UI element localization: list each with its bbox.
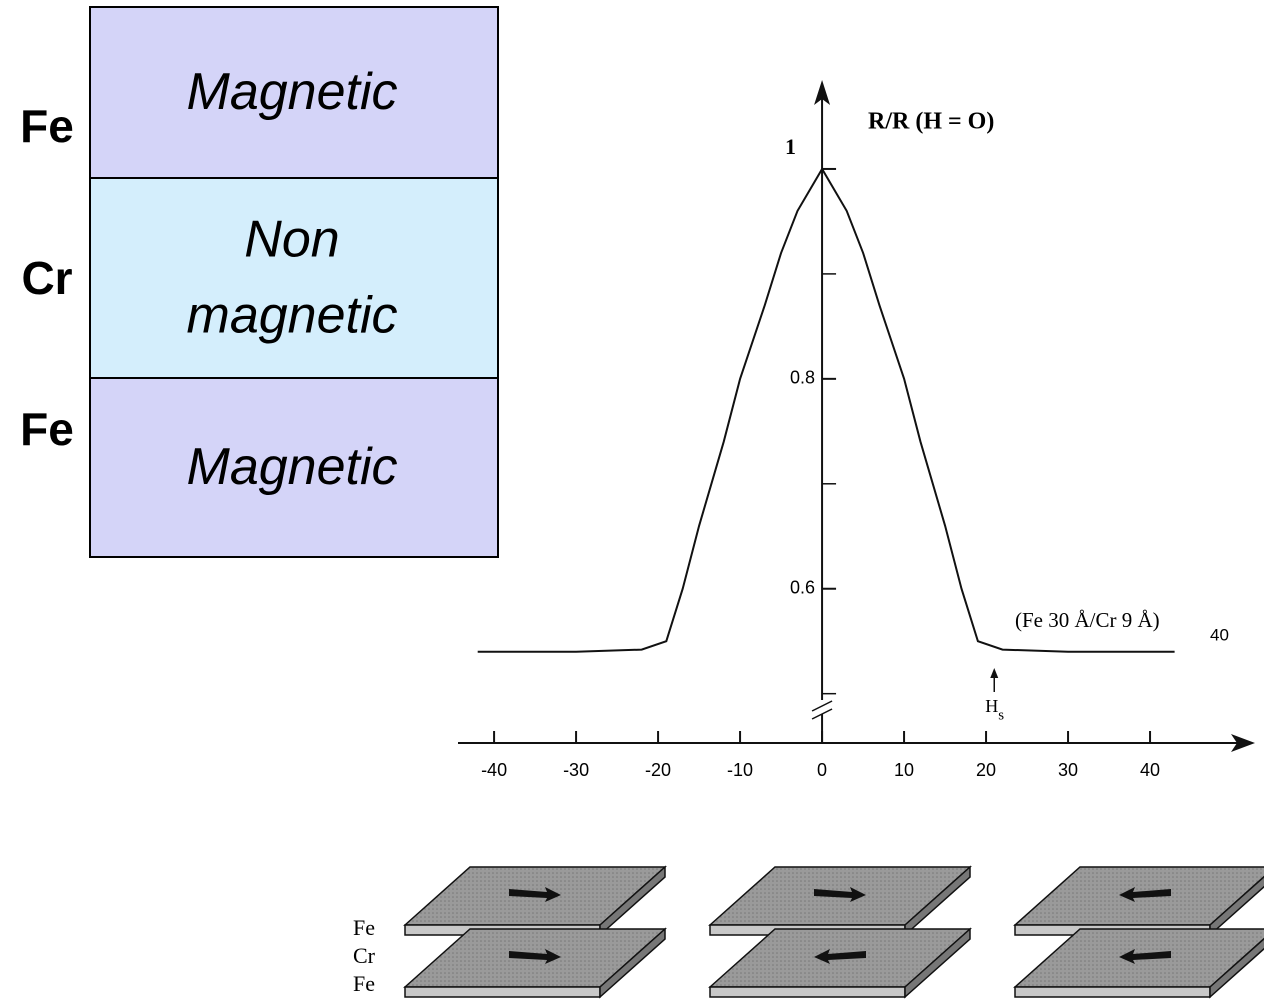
layer-box [90,178,498,378]
x-tick-label: -10 [727,760,753,780]
layer-element: Fe [20,100,74,152]
layer-element: Fe [20,403,74,455]
layer-label: Non [244,211,339,269]
x-tick-label: 10 [894,760,914,780]
y-tick-label: 0.6 [790,577,815,597]
sample-subscript: 40 [1210,625,1229,644]
plate-label: Cr [353,943,376,968]
plate-front [1015,987,1210,997]
layer-label: magnetic [187,287,398,345]
field-label: H [985,696,998,716]
plate-label: Fe [353,915,375,940]
y-tick-label: 1 [785,134,796,159]
figure: Fe Magnetic Cr Non magnetic Fe Magnetic -40 -30 -… [0,0,1264,1002]
x-tick-label: -40 [481,760,507,780]
plate-front [710,987,905,997]
plate-front [405,987,600,997]
curve [478,169,1175,652]
layer-element: Cr [21,252,72,304]
page: {"layers": [ {"element": "Fe", "label_li… [0,0,1264,1002]
x-tick-label: 30 [1058,760,1078,780]
x-tick-label: -20 [645,760,671,780]
field-subscript: s [998,707,1004,723]
y-tick-label: 0.8 [790,368,815,388]
sample-label: (Fe 30 Å/Cr 9 Å) [1015,608,1160,632]
y-axis-label: R/R (H = O) [868,109,994,135]
x-tick-label: 40 [1140,760,1160,780]
x-tick-label: 0 [817,760,827,780]
layer-label: Magnetic [187,63,398,121]
x-tick-label: 20 [976,760,996,780]
field-arrow-head [990,668,998,678]
x-tick-label: -30 [563,760,589,780]
layer-label: Magnetic [187,438,398,496]
plate-label: Fe [353,971,375,996]
